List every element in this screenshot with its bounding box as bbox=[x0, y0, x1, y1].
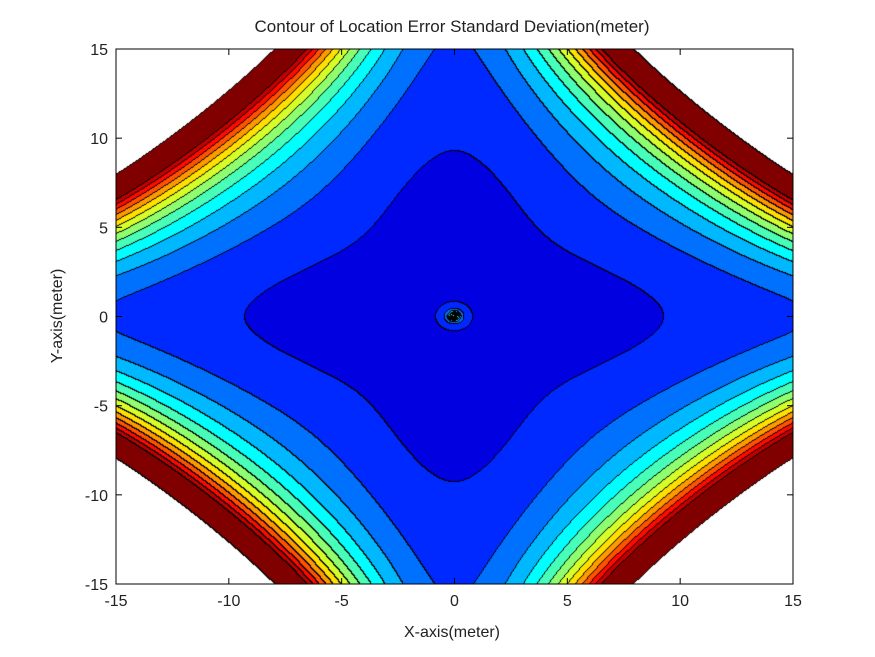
x-tick-label: -5 bbox=[335, 593, 349, 610]
chart-title: Contour of Location Error Standard Devia… bbox=[255, 17, 650, 36]
y-tick-label: 15 bbox=[90, 42, 108, 59]
y-tick-label: -10 bbox=[85, 488, 108, 505]
x-tick-label: -15 bbox=[104, 593, 127, 610]
x-tick-label: 0 bbox=[450, 593, 459, 610]
x-axis-ticks: -15 -10 -5 0 5 10 15 bbox=[104, 49, 802, 610]
y-tick-label: -15 bbox=[85, 577, 108, 594]
plot-frame bbox=[115, 48, 794, 585]
y-tick-label: -5 bbox=[94, 399, 108, 416]
x-tick-label: 5 bbox=[563, 593, 572, 610]
y-tick-label: 5 bbox=[99, 220, 108, 237]
y-axis-label: Y-axis(meter) bbox=[49, 269, 66, 364]
x-axis-label: X-axis(meter) bbox=[404, 624, 500, 641]
x-tick-label: 15 bbox=[784, 593, 802, 610]
x-tick-label: 10 bbox=[671, 593, 689, 610]
contour-fill-area bbox=[116, 49, 793, 584]
y-axis-ticks: -15 -10 -5 0 5 10 15 bbox=[85, 42, 793, 594]
y-tick-label: 0 bbox=[99, 310, 108, 327]
x-tick-label: -10 bbox=[217, 593, 240, 610]
y-tick-label: 10 bbox=[90, 131, 108, 148]
